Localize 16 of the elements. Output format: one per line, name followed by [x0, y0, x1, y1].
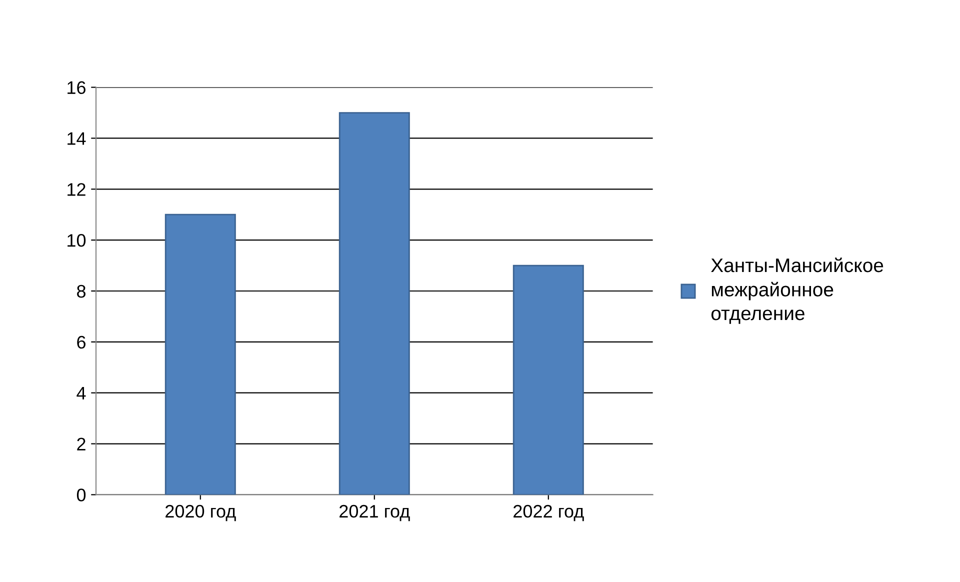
x-tick-label: 2021 год: [340, 504, 410, 522]
y-tick-label: 4: [76, 386, 86, 400]
bar: [512, 264, 584, 495]
y-tick-label: 2: [77, 438, 86, 450]
bar: [338, 112, 410, 495]
x-tick-label: 2022 год: [514, 504, 584, 522]
y-tick-label: 10: [68, 234, 86, 247]
bar: [164, 214, 236, 495]
x-tick-label: 2020 год: [166, 504, 236, 522]
y-tick-label: 16: [68, 81, 86, 94]
y-tick-label: 12: [68, 183, 86, 196]
y-tick-label: 6: [77, 336, 86, 349]
y-tick-label: 0: [76, 488, 86, 502]
y-tick-label: 14: [68, 132, 86, 145]
y-tick-label: 8: [77, 284, 86, 298]
legend-label: Ханты-Мансийское межрайонное отделение: [711, 258, 884, 324]
